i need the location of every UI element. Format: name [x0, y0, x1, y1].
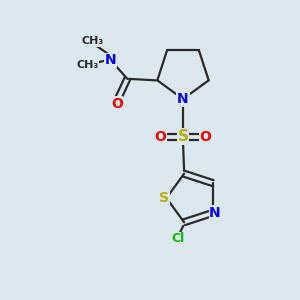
- Text: N: N: [177, 92, 189, 106]
- Text: S: S: [178, 129, 188, 144]
- Text: CH₃: CH₃: [76, 60, 99, 70]
- Text: N: N: [209, 206, 221, 220]
- Text: Cl: Cl: [172, 232, 185, 245]
- Text: S: S: [159, 191, 169, 205]
- Text: O: O: [154, 130, 166, 143]
- Text: CH₃: CH₃: [82, 36, 104, 46]
- Text: O: O: [200, 130, 211, 143]
- Text: N: N: [105, 53, 117, 67]
- Text: O: O: [111, 97, 123, 111]
